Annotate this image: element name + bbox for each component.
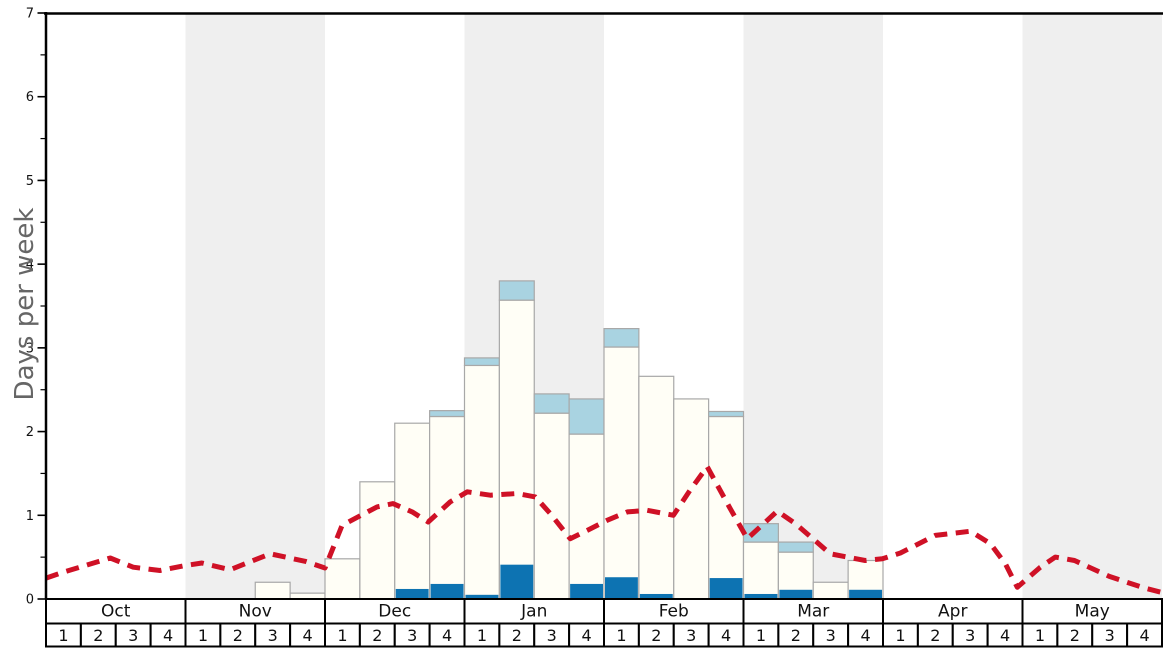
x-axis-week-label: 1 [198, 626, 208, 645]
x-axis-month-label: Jan [520, 602, 547, 622]
x-axis-week-label: 4 [860, 626, 870, 645]
bar-white-segment [638, 375, 675, 600]
y-tick-label: 6 [26, 90, 34, 105]
y-tick-label: 3 [26, 341, 34, 356]
x-axis-week-label: 1 [895, 626, 905, 645]
bar-light-snow-segment [533, 393, 570, 414]
x-axis-week-label: 3 [686, 626, 696, 645]
x-axis-month-cell [184, 598, 326, 625]
bar-heavy-snow-segment [500, 564, 534, 598]
bar-white-segment [603, 346, 640, 600]
bar-heavy-snow-segment [430, 583, 464, 598]
bar-heavy-snow-segment [395, 588, 429, 598]
bar-white-segment [324, 558, 361, 600]
x-axis-week-label: 2 [1070, 626, 1080, 645]
month-band-may [1022, 13, 1162, 599]
x-axis-week-label: 4 [581, 626, 591, 645]
x-axis-month-cell [45, 598, 187, 625]
x-axis-week-label: 2 [93, 626, 103, 645]
x-axis-month-cell [1021, 598, 1163, 625]
x-axis-week-label: 4 [442, 626, 452, 645]
x-axis-week-label: 1 [1035, 626, 1045, 645]
bar-light-snow-segment [498, 280, 535, 301]
x-axis-month-cell [324, 598, 466, 625]
y-tick-label: 7 [26, 7, 34, 22]
month-band-mar [743, 13, 883, 599]
x-axis-week-label: 4 [1139, 626, 1149, 645]
bar-heavy-snow-segment [849, 589, 882, 598]
x-axis-week-label: 1 [616, 626, 626, 645]
x-axis-week-label: 2 [651, 626, 661, 645]
bar-light-snow-segment [708, 410, 745, 418]
x-axis-week-label: 3 [268, 626, 278, 645]
bar-heavy-snow-segment [709, 578, 743, 598]
bar-white-segment [498, 299, 535, 600]
x-axis-week-label: 4 [721, 626, 731, 645]
x-axis-week-label: 1 [337, 626, 347, 645]
x-axis-week-label: 1 [58, 626, 68, 645]
x-axis-week-cell [1126, 622, 1163, 648]
bar-heavy-snow-segment [605, 577, 638, 598]
bar-white-segment [533, 412, 570, 600]
x-axis-week-label: 4 [163, 626, 173, 645]
bar-white-segment [254, 581, 291, 600]
bar-light-snow-segment [742, 523, 779, 543]
month-band-nov [185, 13, 325, 599]
x-axis-month-label: Mar [797, 602, 829, 622]
x-axis-month-label: May [1075, 602, 1110, 622]
bar-light-snow-segment [463, 357, 500, 367]
bar-white-segment [463, 364, 500, 600]
y-tick-label: 1 [26, 509, 34, 524]
x-axis-week-label: 2 [372, 626, 382, 645]
x-axis-week-label: 3 [1105, 626, 1115, 645]
x-axis-week-label: 4 [302, 626, 312, 645]
x-axis-week-label: 3 [965, 626, 975, 645]
x-axis-week-label: 1 [756, 626, 766, 645]
bar-heavy-snow-segment [779, 589, 813, 598]
x-axis-week-label: 1 [477, 626, 487, 645]
x-axis-month-label: Feb [659, 602, 689, 622]
bar-heavy-snow-segment [570, 583, 603, 598]
average-dashed-line [45, 464, 1162, 595]
bar-white-segment [673, 398, 710, 600]
bar-light-snow-segment [603, 328, 640, 348]
bar-white-segment [708, 415, 745, 600]
bar-white-segment [812, 581, 849, 600]
x-axis-month-label: Apr [938, 602, 967, 622]
y-tick-label: 2 [26, 425, 34, 440]
x-axis-month-label: Dec [378, 602, 411, 622]
x-axis-week-label: 2 [233, 626, 243, 645]
x-axis-week-label: 3 [128, 626, 138, 645]
bar-white-segment [359, 481, 396, 600]
bar-light-snow-segment [568, 398, 605, 435]
x-axis-week-label: 3 [826, 626, 836, 645]
bar-heavy-snow-segment [744, 593, 778, 598]
x-axis-week-label: 3 [547, 626, 557, 645]
bar-heavy-snow-segment [639, 593, 673, 598]
x-axis-month-label: Nov [239, 602, 272, 622]
x-axis-week-label: 2 [512, 626, 522, 645]
y-tick-label: 5 [26, 174, 34, 189]
x-axis-month-label: Oct [101, 602, 131, 622]
x-axis-week-label: 4 [1000, 626, 1010, 645]
bar-light-snow-segment [777, 541, 814, 553]
y-axis-title: Days per week [10, 208, 40, 401]
x-axis-week-label: 2 [791, 626, 801, 645]
x-axis-week-label: 2 [930, 626, 940, 645]
y-tick-label: 4 [26, 258, 34, 273]
bar-light-snow-segment [429, 410, 466, 418]
x-axis-week-label: 3 [407, 626, 417, 645]
bar-white-segment [568, 433, 605, 600]
bar-white-segment [742, 541, 779, 600]
y-tick-label: 0 [26, 593, 34, 608]
bar-heavy-snow-segment [465, 594, 499, 598]
